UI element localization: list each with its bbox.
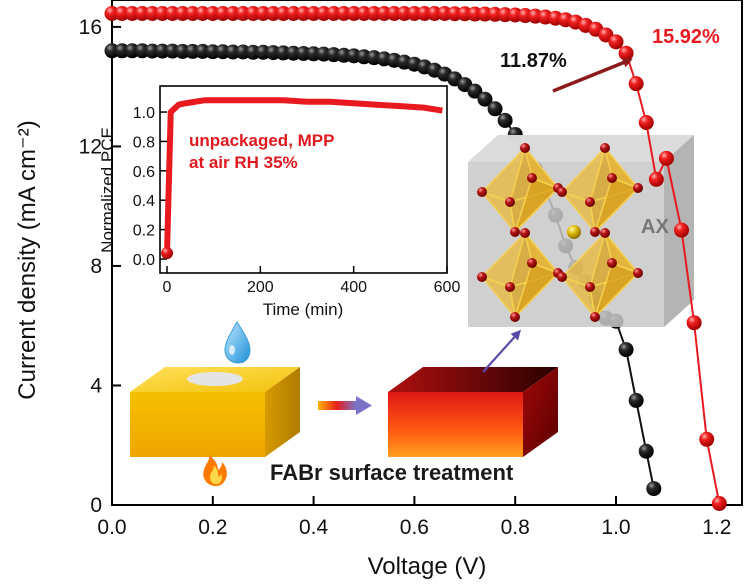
y-axis-title: Current density (mA cm⁻²) xyxy=(14,120,41,399)
anion-atom xyxy=(477,187,487,197)
x-tick-label: 1.0 xyxy=(601,516,630,539)
anion-atom xyxy=(590,227,600,237)
data-point xyxy=(477,91,493,107)
octahedron-face xyxy=(514,262,560,318)
data-point xyxy=(467,83,483,99)
inset-x-tick-label: 0 xyxy=(163,279,172,296)
anion-atom xyxy=(520,143,530,153)
x-tick-label: 0.6 xyxy=(400,516,429,539)
anion-atom xyxy=(505,197,515,207)
main-x-ticks: 0.0 0.2 0.4 0.6 0.8 1.0 1.2 xyxy=(97,496,731,539)
data-point xyxy=(638,115,654,131)
anion-atom xyxy=(607,258,617,268)
inset-plot: 0 200 400 600 0.0 0.2 0.4 0.6 0.8 1.0 Time (min)… xyxy=(98,85,461,319)
treated-film-block xyxy=(388,367,558,457)
inset-series-line xyxy=(164,97,443,254)
untreated-film-block xyxy=(130,367,300,457)
anion-atom xyxy=(585,282,595,292)
cation-atom xyxy=(567,225,581,239)
anion-atom xyxy=(590,312,600,322)
inset-x-ticks: 0 200 400 600 xyxy=(163,266,461,296)
x-axis-title: Voltage (V) xyxy=(368,553,487,580)
octahedron-face xyxy=(594,177,640,233)
inset-y-ticks: 0.0 0.2 0.4 0.6 0.8 1.0 xyxy=(133,105,167,269)
x-tick-label: 1.2 xyxy=(702,516,731,539)
data-point xyxy=(674,222,690,238)
inset-frame xyxy=(159,85,448,274)
octahedron-face xyxy=(514,177,560,233)
data-point xyxy=(628,392,644,408)
pce-label-black: 11.87% xyxy=(500,50,567,72)
data-point xyxy=(699,431,715,447)
inset-note-line1: unpackaged, MPP xyxy=(189,131,334,150)
main-plot-frame xyxy=(111,0,743,506)
series-red-points xyxy=(104,5,727,512)
data-point xyxy=(646,481,662,497)
x-tick-label: 0.0 xyxy=(97,516,126,539)
data-point xyxy=(618,342,634,358)
treatment-schematic: FABr surface treatment xyxy=(130,321,558,486)
inset-y-tick-label: 0.4 xyxy=(133,193,155,210)
treatment-label: FABr surface treatment xyxy=(270,460,514,485)
inset-note-line2: at air RH 35% xyxy=(189,153,298,172)
data-point xyxy=(618,45,634,61)
anion-atom xyxy=(527,173,537,183)
data-point xyxy=(711,496,727,512)
anion-atom xyxy=(633,268,643,278)
pce-label-red: 15.92% xyxy=(652,26,720,48)
anion-atom xyxy=(527,258,537,268)
inset-start-point xyxy=(161,247,173,260)
data-point xyxy=(638,443,654,459)
main-y-ticks: 0 4 8 12 16 xyxy=(79,16,121,517)
x-tick-label: 0.8 xyxy=(501,516,530,539)
data-point xyxy=(658,150,674,166)
fire-icon xyxy=(203,455,227,486)
data-point xyxy=(487,101,503,117)
process-arrow-head xyxy=(356,396,372,415)
y-tick-label: 4 xyxy=(90,374,102,397)
anion-atom xyxy=(633,183,643,193)
inset-y-tick-label: 0.8 xyxy=(133,134,155,151)
x-tick-label: 0.4 xyxy=(299,516,329,539)
y-tick-label: 16 xyxy=(79,16,102,39)
improvement-arrow xyxy=(552,57,633,93)
data-point xyxy=(628,76,644,92)
y-tick-label: 12 xyxy=(79,135,102,158)
y-tick-label: 0 xyxy=(90,494,102,517)
data-point xyxy=(497,112,513,128)
anion-atom xyxy=(585,197,595,207)
zoom-arrow xyxy=(482,329,522,373)
anion-atom xyxy=(477,272,487,282)
process-arrow xyxy=(318,401,356,410)
anion-atom xyxy=(557,187,567,197)
data-point xyxy=(686,315,702,331)
inset-x-tick-label: 600 xyxy=(434,279,461,296)
water-drop-icon xyxy=(224,321,251,364)
anion-atom xyxy=(505,282,515,292)
anion-atom xyxy=(557,272,567,282)
x-tick-label: 0.2 xyxy=(198,516,227,539)
anion-atom xyxy=(510,312,520,322)
inset-x-tick-label: 200 xyxy=(247,279,274,296)
data-point xyxy=(608,34,624,50)
anion-atom xyxy=(600,228,610,238)
anion-atom xyxy=(600,143,610,153)
anion-atom xyxy=(607,173,617,183)
inset-y-axis-title: Normalized PCE xyxy=(98,127,117,253)
inset-series xyxy=(161,97,443,260)
inset-y-tick-label: 1.0 xyxy=(133,105,155,122)
anion-atom xyxy=(520,228,530,238)
inset-y-tick-label: 0.0 xyxy=(133,252,155,269)
inset-y-tick-label: 0.6 xyxy=(133,164,155,181)
data-point xyxy=(648,171,664,187)
anion-atom xyxy=(510,227,520,237)
perovskite-structure-illustration: AX xyxy=(468,135,694,327)
inset-x-axis-title: Time (min) xyxy=(263,300,344,319)
inset-x-tick-label: 400 xyxy=(340,279,367,296)
structure-label: AX xyxy=(641,216,669,238)
octahedron-face xyxy=(594,262,640,318)
y-tick-label: 8 xyxy=(90,255,102,278)
inset-y-tick-label: 0.2 xyxy=(133,223,155,240)
